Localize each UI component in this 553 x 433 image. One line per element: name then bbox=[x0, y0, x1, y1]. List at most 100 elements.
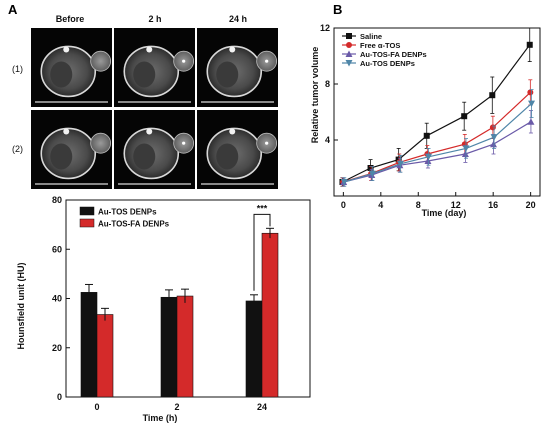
ct-image bbox=[114, 28, 195, 107]
bar-legend-label: Au-TOS DENPs bbox=[98, 208, 157, 217]
ct-organ bbox=[216, 61, 239, 88]
line-legend-label: Au-TOS-FA DENPs bbox=[360, 50, 427, 59]
line-y-tick-label: 8 bbox=[325, 79, 330, 89]
ct-row-label-1: (1) bbox=[12, 64, 23, 74]
ct-image bbox=[31, 28, 112, 107]
ct-tumor-contrast-spot bbox=[265, 59, 269, 63]
significance-bracket bbox=[253, 213, 271, 291]
line-marker bbox=[461, 150, 469, 157]
ct-header-before: Before bbox=[56, 14, 85, 24]
ct-organ bbox=[133, 143, 156, 170]
ct-table-line bbox=[35, 101, 108, 103]
ct-spine bbox=[146, 128, 153, 135]
line-marker bbox=[345, 60, 353, 67]
ct-table-line bbox=[118, 183, 191, 185]
ct-table-line bbox=[201, 101, 274, 103]
ct-header-24h: 24 h bbox=[229, 14, 247, 24]
bar-legend-swatch bbox=[79, 206, 95, 216]
line-marker bbox=[489, 124, 496, 131]
bar bbox=[160, 296, 178, 398]
line-chart: Relative tumor volume Time (day) 0 4 8 12 16… bbox=[310, 23, 541, 218]
line-x-tick-label: 4 bbox=[378, 200, 383, 210]
line-x-axis-label: Time (day) bbox=[422, 208, 467, 218]
line-marker bbox=[527, 118, 535, 125]
line-marker bbox=[424, 157, 432, 164]
bar-chart: Hounsfield unit (HU) Time (h) 0 20 40 60 80 0… bbox=[16, 195, 311, 423]
ct-tumor bbox=[90, 132, 112, 154]
ct-spine bbox=[229, 128, 236, 135]
ct-spine bbox=[229, 46, 236, 53]
line-marker bbox=[368, 170, 376, 178]
ct-image bbox=[114, 110, 195, 189]
panel-a-label: A bbox=[8, 2, 18, 17]
line-marker bbox=[367, 165, 374, 171]
line-plot-frame bbox=[333, 27, 541, 197]
bar bbox=[176, 295, 194, 398]
bar-y-tick-label: 20 bbox=[52, 343, 62, 353]
line-x-tick-label: 20 bbox=[526, 200, 536, 210]
line-marker bbox=[346, 33, 352, 39]
ct-table-line bbox=[118, 101, 191, 103]
bar-y-tick-label: 80 bbox=[52, 195, 62, 205]
line-legend-label: Free α-TOS bbox=[360, 41, 400, 50]
line-x-tick-label: 12 bbox=[451, 200, 461, 210]
bar-x-tick-label: 2 bbox=[174, 402, 179, 412]
line-marker bbox=[527, 89, 534, 96]
ct-organ bbox=[50, 143, 73, 170]
ct-tumor-contrast-spot bbox=[265, 141, 269, 145]
ct-tumor-contrast-spot bbox=[182, 59, 186, 63]
line-marker bbox=[340, 179, 348, 186]
line-y-tick-label: 12 bbox=[320, 23, 330, 33]
ct-tumor bbox=[90, 50, 112, 72]
line-legend-label: Au-TOS DENPs bbox=[360, 59, 415, 68]
ct-spine bbox=[146, 46, 153, 53]
ct-row-label-2: (2) bbox=[12, 144, 23, 154]
ct-image bbox=[31, 110, 112, 189]
line-y-tick-label: 4 bbox=[325, 135, 330, 145]
line-marker bbox=[396, 160, 404, 168]
line-marker bbox=[490, 134, 498, 141]
ct-image bbox=[197, 28, 278, 107]
line-marker bbox=[425, 153, 433, 161]
ct-spine bbox=[63, 46, 70, 53]
ct-image bbox=[197, 110, 278, 189]
bar-y-tick-label: 60 bbox=[52, 244, 62, 254]
ct-spine bbox=[63, 128, 70, 135]
bar bbox=[261, 232, 279, 398]
bar bbox=[96, 314, 114, 398]
line-marker bbox=[346, 42, 352, 48]
significance-marker: *** bbox=[257, 203, 268, 213]
line-marker bbox=[462, 145, 470, 152]
ct-organ bbox=[133, 61, 156, 88]
line-marker bbox=[489, 92, 496, 99]
ct-header-2h: 2 h bbox=[148, 14, 161, 24]
line-marker bbox=[461, 113, 468, 120]
bar-x-axis-label: Time (h) bbox=[143, 413, 178, 423]
line-x-tick-label: 0 bbox=[341, 200, 346, 210]
line-marker bbox=[526, 41, 533, 48]
line-x-tick-label: 16 bbox=[488, 200, 498, 210]
ct-image-grid bbox=[31, 28, 278, 189]
line-series bbox=[340, 89, 536, 187]
ct-tumor-contrast-spot bbox=[182, 141, 186, 145]
bar-x-tick-label: 24 bbox=[257, 402, 267, 412]
ct-organ bbox=[216, 143, 239, 170]
panel-b-label: B bbox=[333, 2, 342, 17]
line-marker bbox=[345, 50, 353, 57]
bar bbox=[245, 300, 263, 398]
line-y-axis-label: Relative tumor volume bbox=[310, 47, 320, 144]
bar-legend-swatch bbox=[79, 218, 95, 228]
bar-legend-label: Au-TOS-FA DENPs bbox=[98, 220, 170, 229]
bar-y-tick-label: 0 bbox=[57, 392, 62, 402]
line-marker bbox=[528, 100, 536, 108]
line-x-tick-label: 8 bbox=[416, 200, 421, 210]
line-marker bbox=[489, 140, 497, 148]
ct-organ bbox=[50, 61, 73, 88]
bar-y-axis-label: Hounsfield unit (HU) bbox=[16, 263, 26, 350]
line-legend-label: Saline bbox=[360, 32, 382, 41]
line-marker bbox=[423, 132, 430, 139]
ct-table-line bbox=[201, 183, 274, 185]
ct-table-line bbox=[35, 183, 108, 185]
bar-x-tick-label: 0 bbox=[94, 402, 99, 412]
